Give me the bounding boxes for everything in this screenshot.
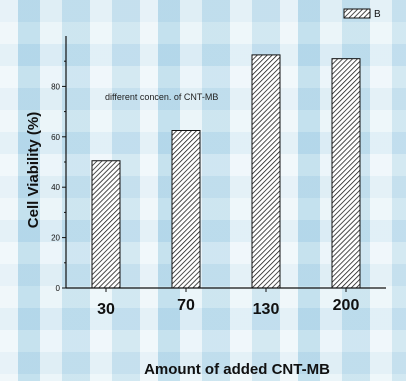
y-tick-label: 20 <box>51 234 60 243</box>
bar-130 <box>251 54 281 289</box>
x-axis-ticks: 30 70 130 200 <box>97 288 359 318</box>
bar-70 <box>171 130 201 289</box>
bar-200 <box>331 58 361 289</box>
x-tick-label: 130 <box>253 301 280 318</box>
x-tick-label: 70 <box>177 297 195 314</box>
y-tick-label: 60 <box>51 133 60 142</box>
bar-30 <box>91 160 121 289</box>
legend-label: B <box>374 9 381 20</box>
legend: B <box>343 8 381 20</box>
x-tick-label: 30 <box>97 301 115 318</box>
x-axis-title: Amount of added CNT-MB <box>144 361 330 378</box>
y-tick-label: 0 <box>56 284 61 293</box>
bars-layer <box>91 54 361 289</box>
y-tick-label: 80 <box>51 82 60 91</box>
y-axis-ticks: 0 20 40 60 80 <box>51 60 66 293</box>
y-tick-label: 40 <box>51 183 60 192</box>
chart-annotation: different concen. of CNT-MB <box>105 92 218 102</box>
legend-swatch <box>343 8 371 19</box>
y-axis-title: Cell Viability (%) <box>25 112 42 228</box>
x-tick-label: 200 <box>333 297 360 314</box>
